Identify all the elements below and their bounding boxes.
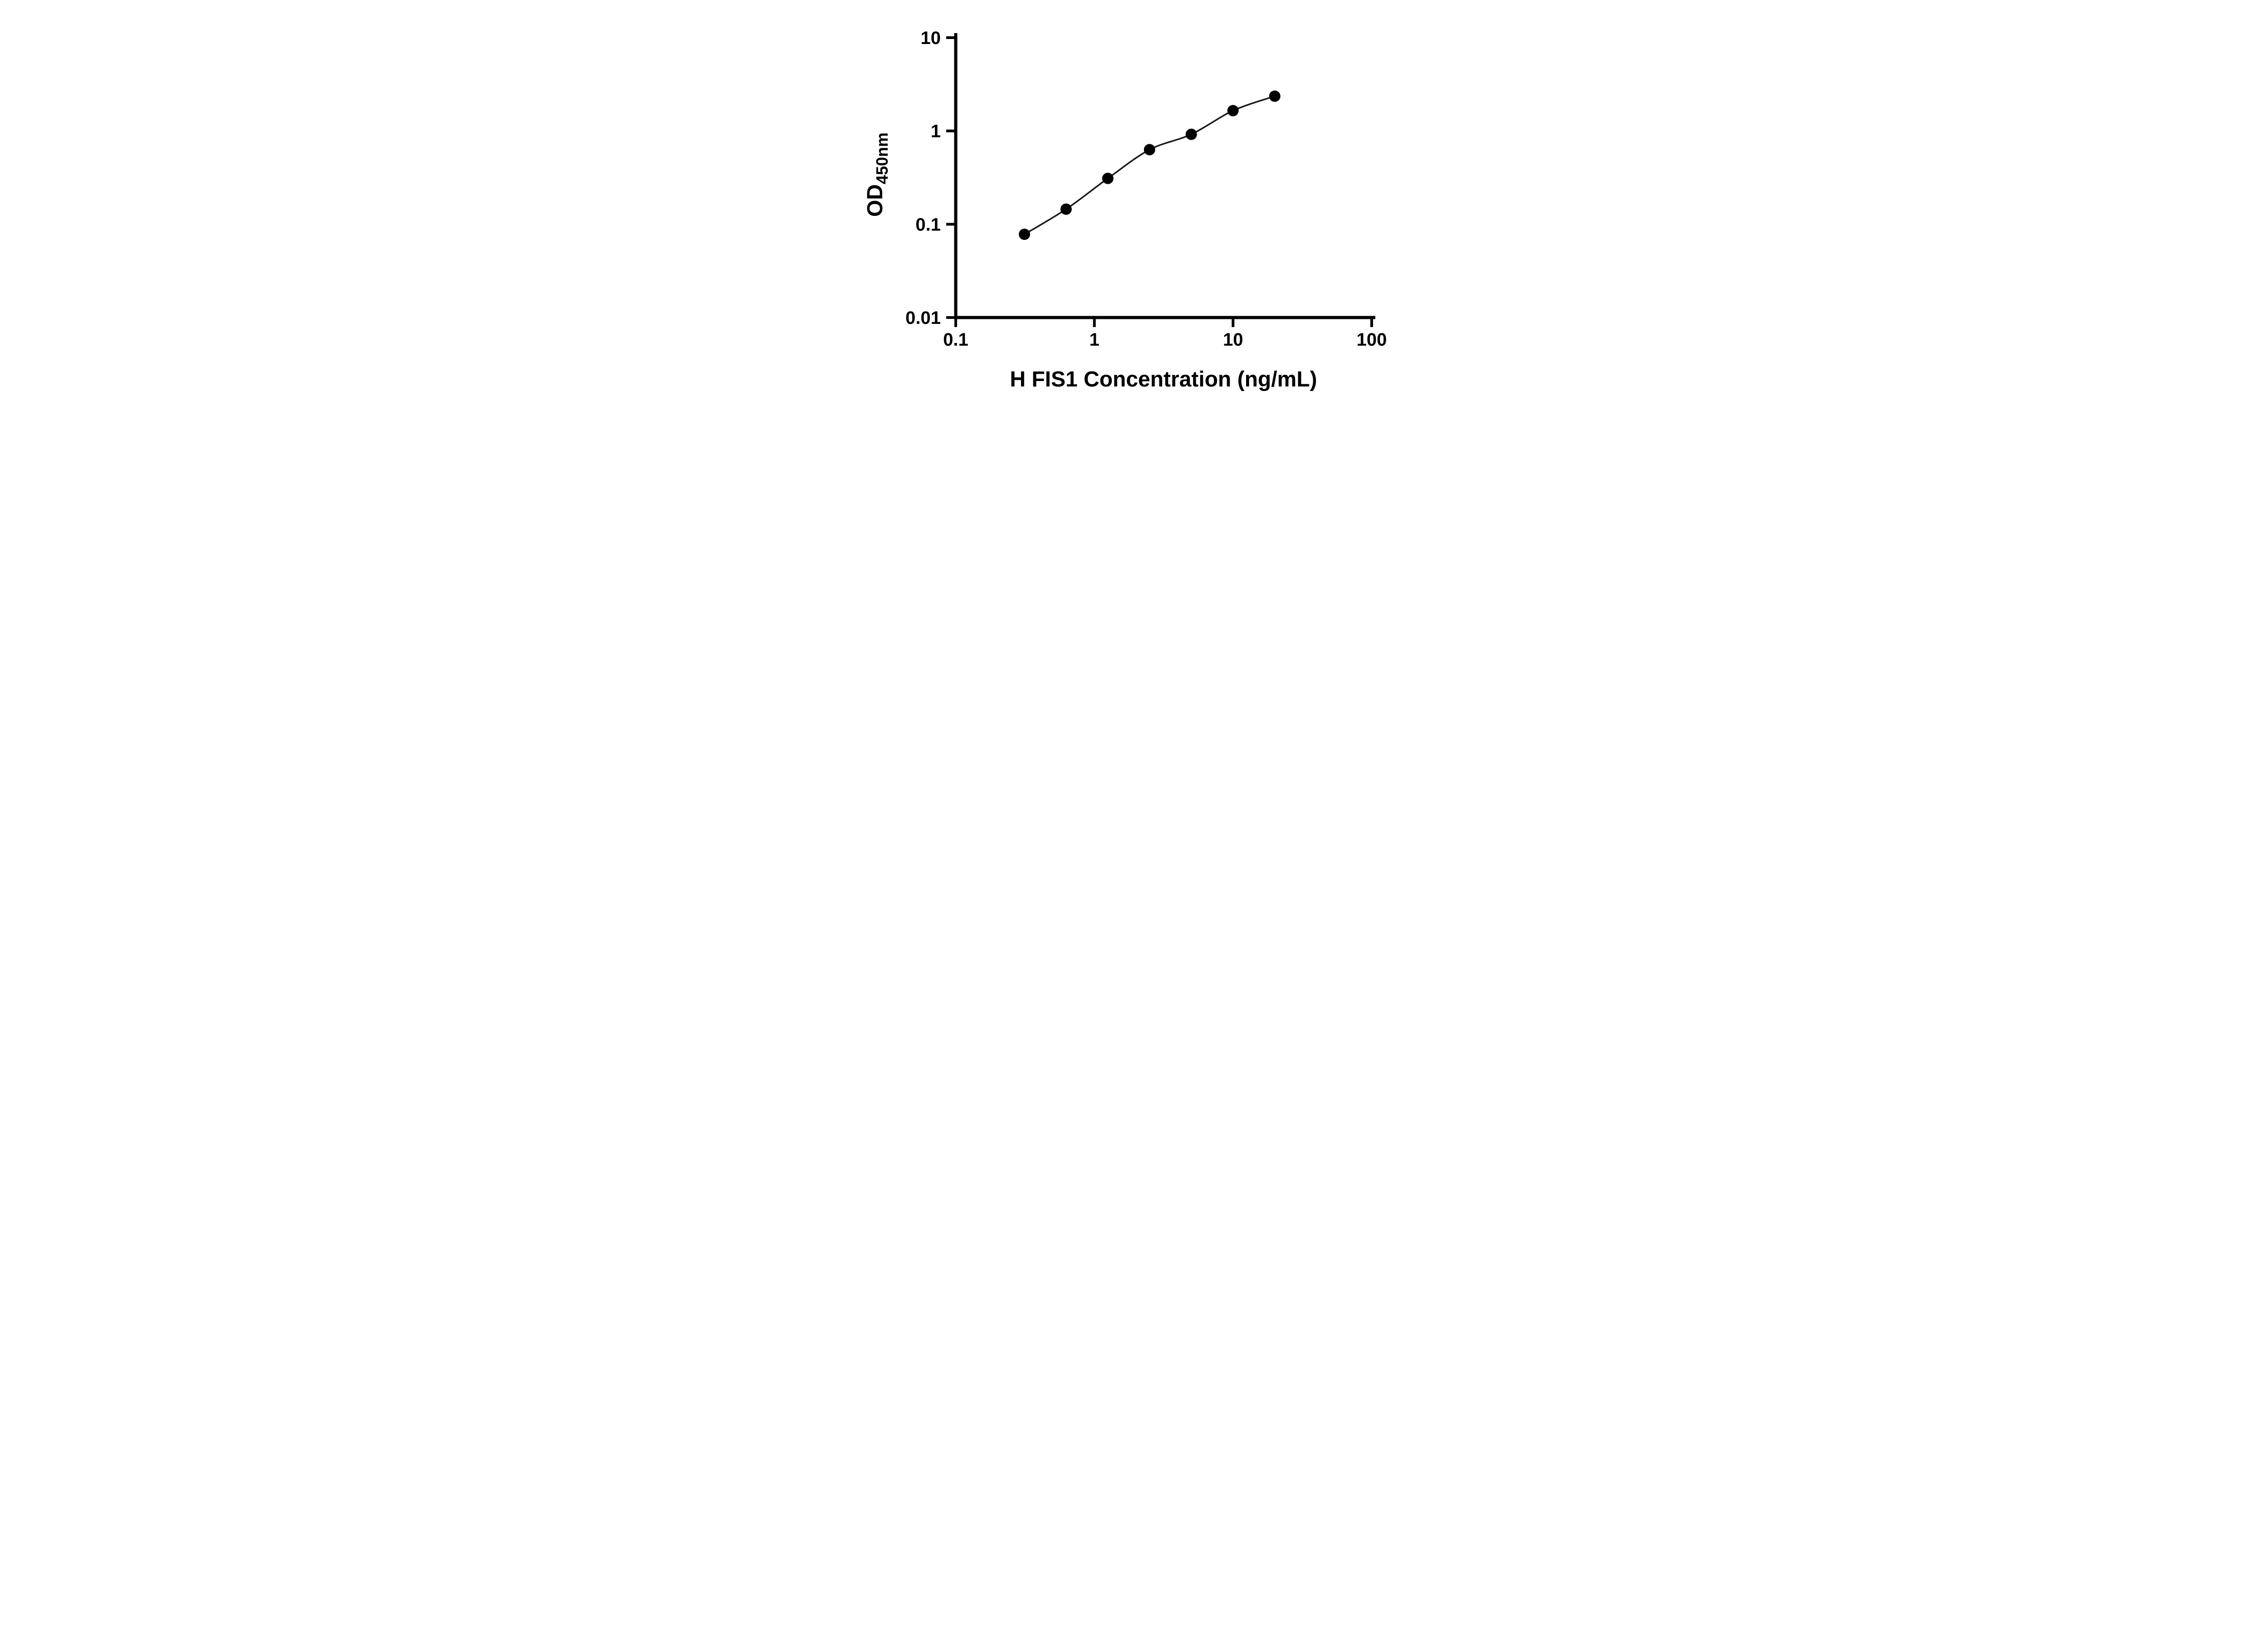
data-point-marker: [1144, 144, 1155, 156]
y-tick-label: 0.01: [905, 308, 941, 328]
data-layer: [1019, 90, 1281, 240]
data-point-marker: [1019, 229, 1030, 240]
axes-layer: [954, 33, 1375, 319]
data-point-marker: [1102, 172, 1114, 184]
axis-lines: [954, 33, 1375, 319]
y-axis-title-main: OD: [863, 184, 887, 217]
x-tick-label: 1: [1090, 330, 1100, 350]
x-axis-title: H FIS1 Concentration (ng/mL): [1010, 367, 1317, 391]
x-tick-label: 100: [1357, 330, 1387, 350]
y-axis-title: OD450nm: [863, 132, 891, 217]
elisa-standard-curve-figure: 0.1 1 10 100 0.01 0.1 1 10 H FIS1 Concentration…: [842, 0, 1426, 408]
y-tick-label: 0.1: [915, 215, 941, 235]
data-point-marker: [1269, 90, 1281, 102]
y-tick-label: 10: [921, 28, 941, 48]
data-point-marker: [1185, 128, 1197, 140]
y-axis-title-subscript: 450nm: [873, 132, 891, 184]
x-tick-label: 10: [1223, 330, 1243, 350]
data-point-marker: [1060, 203, 1072, 215]
y-tick-label: 1: [931, 122, 941, 142]
fit-curve: [1024, 95, 1275, 235]
data-point-marker: [1227, 105, 1239, 117]
x-tick-label: 0.1: [943, 330, 968, 350]
